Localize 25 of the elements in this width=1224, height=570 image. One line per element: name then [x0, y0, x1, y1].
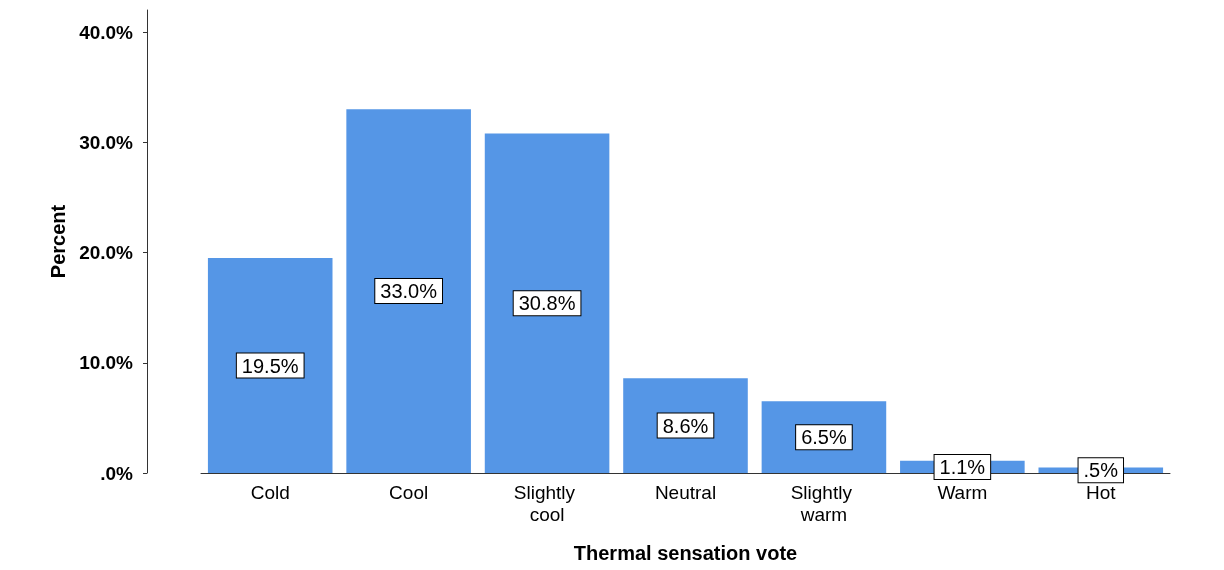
data-label: 1.1%	[939, 455, 986, 478]
x-tick-label: Slightly warm	[790, 481, 858, 525]
data-label: 19.5%	[241, 354, 299, 377]
x-tick-label: Warm	[937, 481, 988, 503]
bar	[484, 133, 610, 473]
x-axis-title: Thermal sensation vote	[573, 542, 798, 564]
y-tick-label: .0%	[100, 462, 134, 484]
bar	[207, 258, 333, 473]
data-label: 30.8%	[518, 292, 576, 315]
bar	[623, 378, 748, 473]
y-tick-label: 20.0%	[79, 242, 134, 264]
bar	[346, 109, 471, 473]
x-tick-label: Cold	[250, 481, 290, 503]
x-tick-label: Slightly cool	[513, 481, 581, 525]
data-label: 33.0%	[380, 280, 438, 303]
y-tick-label: 30.0%	[79, 131, 134, 153]
x-tick-label: Hot	[1086, 481, 1117, 503]
y-tick-label: 40.0%	[79, 21, 134, 43]
x-tick-label: Neutral	[654, 481, 717, 503]
data-label: 8.6%	[662, 414, 709, 437]
y-axis-title: Percent	[47, 204, 70, 279]
x-tick-label: Cool	[389, 481, 429, 503]
data-label: .5%	[1083, 459, 1119, 482]
y-tick-label: 10.0%	[79, 352, 134, 374]
data-label: 6.5%	[801, 426, 847, 449]
